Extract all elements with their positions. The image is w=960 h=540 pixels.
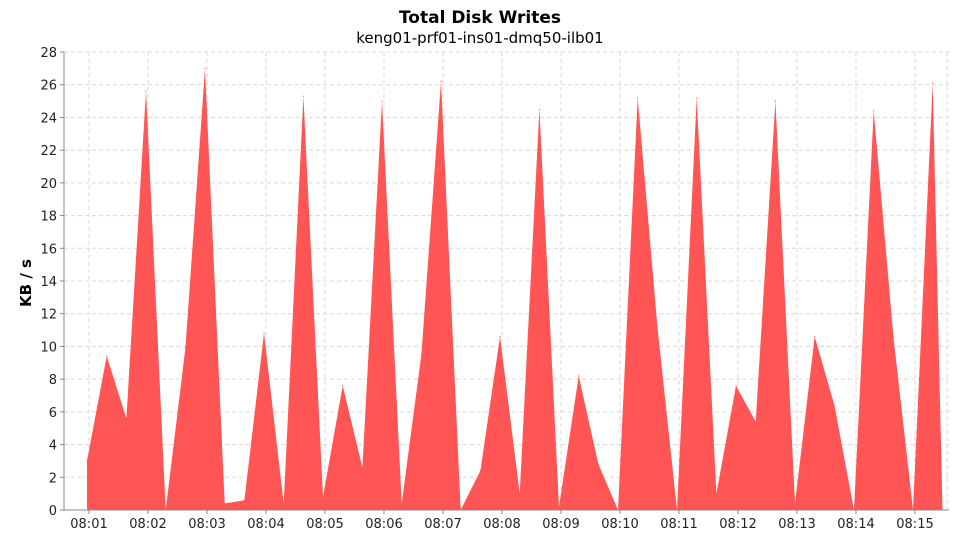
data-point — [420, 354, 422, 356]
x-tick-label: 08:05 — [306, 517, 343, 532]
data-point — [755, 421, 757, 423]
data-point — [735, 385, 737, 387]
x-tick-label: 08:10 — [601, 517, 638, 532]
data-point — [774, 100, 777, 102]
data-point — [125, 417, 127, 419]
data-point — [302, 95, 304, 97]
data-point — [145, 90, 147, 92]
y-tick-label: 12 — [40, 308, 57, 323]
data-point — [342, 385, 344, 387]
data-point — [322, 496, 324, 498]
y-tick-label: 18 — [40, 210, 57, 225]
y-tick-label: 4 — [49, 439, 57, 454]
x-tick-label: 08:13 — [778, 517, 815, 532]
data-point — [401, 502, 403, 505]
x-tick-label: 08:01 — [70, 517, 107, 532]
data-point — [86, 460, 88, 462]
y-axis-label: KB / s — [17, 259, 35, 307]
y-tick-label: 2 — [49, 471, 57, 486]
y-tick-label: 24 — [40, 111, 57, 126]
x-tick-label: 08:08 — [483, 517, 520, 532]
data-point — [263, 332, 265, 334]
y-tick-label: 8 — [49, 373, 57, 388]
x-tick-label: 08:09 — [542, 517, 579, 532]
data-point — [538, 108, 541, 110]
data-point — [283, 502, 285, 505]
y-tick-label: 28 — [40, 46, 57, 61]
x-tick-label: 08:04 — [247, 517, 284, 532]
y-tick-label: 20 — [40, 177, 57, 192]
data-point — [106, 355, 108, 357]
x-tick-label: 08:06 — [365, 517, 402, 532]
y-tick-label: 14 — [40, 275, 57, 290]
data-point — [558, 506, 560, 508]
data-point — [656, 326, 659, 328]
data-point — [361, 466, 363, 469]
x-tick-label: 08:07 — [424, 517, 461, 532]
disk-writes-area — [87, 68, 943, 511]
x-tick-label: 08:02 — [129, 517, 166, 532]
data-point — [637, 97, 639, 99]
data-point — [440, 80, 442, 82]
y-tick-label: 16 — [40, 242, 57, 257]
chart-subtitle: keng01-prf01-ins01-dmq50-ilb01 — [356, 29, 603, 47]
data-point — [597, 463, 600, 465]
data-point — [519, 493, 521, 495]
data-point — [224, 502, 226, 505]
y-tick-label: 0 — [49, 504, 57, 519]
x-tick-label: 08:14 — [837, 517, 874, 532]
data-point — [479, 470, 481, 472]
data-point — [184, 347, 186, 349]
data-point — [499, 336, 501, 338]
data-point — [833, 404, 836, 406]
x-tick-label: 08:15 — [896, 517, 933, 532]
data-point — [892, 336, 895, 338]
x-tick-label: 08:11 — [660, 517, 697, 532]
y-tick-label: 22 — [40, 144, 57, 159]
data-point — [715, 493, 718, 495]
x-tick-label: 08:03 — [188, 517, 225, 532]
data-point — [243, 499, 245, 501]
y-tick-label: 10 — [40, 340, 57, 355]
y-tick-label: 26 — [40, 79, 57, 94]
chart-title: Total Disk Writes — [399, 8, 561, 28]
data-point — [696, 97, 698, 99]
data-point — [873, 110, 875, 112]
data-point — [381, 100, 383, 102]
data-point — [204, 67, 206, 69]
data-point — [578, 375, 580, 377]
x-tick-label: 08:12 — [719, 517, 756, 532]
data-point — [794, 502, 796, 505]
data-point — [932, 82, 934, 84]
y-tick-label: 6 — [49, 406, 57, 421]
data-point — [814, 336, 816, 338]
